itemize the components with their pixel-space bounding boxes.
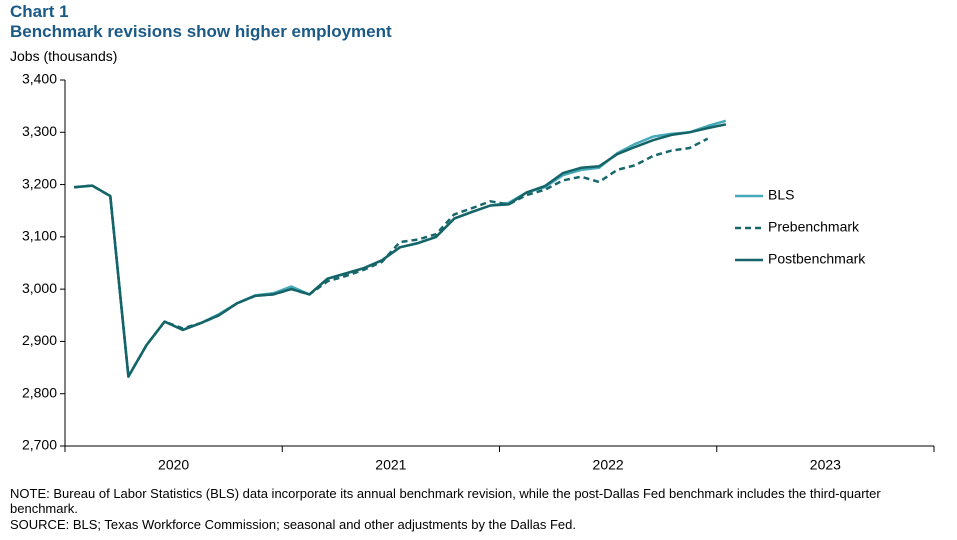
legend-label: Prebenchmark	[768, 219, 860, 235]
series-line	[73, 123, 727, 378]
y-tick-label: 2,700	[22, 437, 57, 453]
y-axis-label: Jobs (thousands)	[10, 48, 118, 64]
x-tick-label: 2021	[375, 457, 406, 473]
source: SOURCE: BLS; Texas Workforce Commission;…	[10, 517, 576, 532]
y-tick-label: 3,000	[22, 280, 57, 296]
y-tick-label: 3,200	[22, 175, 57, 191]
y-tick-label: 3,300	[22, 123, 57, 139]
y-tick-label: 2,800	[22, 384, 57, 400]
y-tick-label: 3,100	[22, 228, 57, 244]
chart-title: Chart 1	[10, 2, 69, 21]
chart: 2,700 2,800 2,900 3,000 3,100 3,200 3,300 3,400…	[22, 71, 935, 473]
y-tick-label: 3,400	[22, 71, 57, 87]
note: NOTE: Bureau of Labor Statistics (BLS) d…	[10, 486, 881, 516]
legend-label: Postbenchmark	[768, 251, 866, 267]
x-tick-label: 2022	[593, 457, 624, 473]
x-tick-label: 2020	[158, 457, 189, 473]
legend-label: BLS	[768, 187, 794, 203]
chart-subtitle: Benchmark revisions show higher employme…	[10, 22, 392, 41]
y-tick-label: 2,900	[22, 332, 57, 348]
series-line	[73, 137, 709, 378]
x-tick-label: 2023	[810, 457, 841, 473]
